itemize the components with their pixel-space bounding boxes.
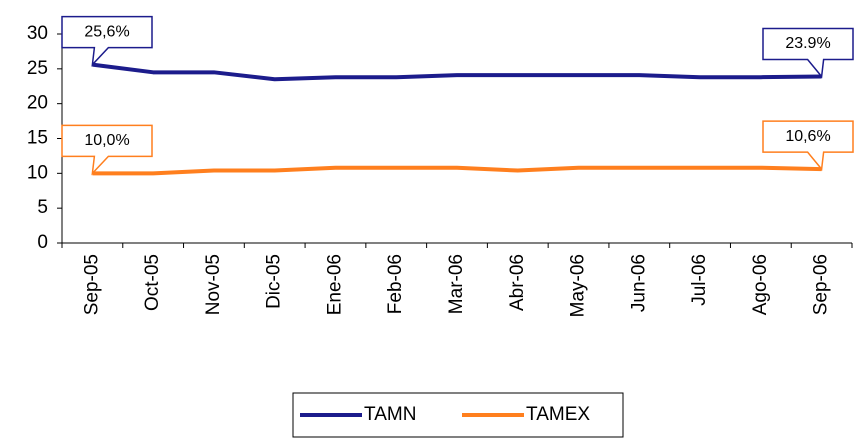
x-tick-label: Nov-05 <box>203 254 224 315</box>
y-tick-label: 0 <box>37 232 48 253</box>
x-tick-label: Sep-06 <box>811 254 832 315</box>
callout <box>61 15 153 67</box>
data-label: 23.9% <box>785 35 830 52</box>
data-label: 25,6% <box>84 23 129 40</box>
x-tick-label: Jun-06 <box>628 254 649 312</box>
y-tick-label: 5 <box>37 197 48 218</box>
y-tick-label: 15 <box>27 128 48 149</box>
x-tick-label: Mar-06 <box>446 254 467 314</box>
data-label: 10,6% <box>785 128 830 145</box>
x-tick-label: Ene-06 <box>324 254 345 315</box>
callout <box>61 124 153 176</box>
data-label: 10,0% <box>84 132 129 149</box>
legend-label: TAMN <box>364 404 416 425</box>
x-tick-label: Jul-06 <box>689 254 710 306</box>
y-tick-label: 10 <box>27 162 48 183</box>
data-line <box>92 165 822 176</box>
x-tick-label: Dic-05 <box>264 254 285 309</box>
y-tick-label: 20 <box>27 93 48 114</box>
callout <box>762 120 854 171</box>
data-line <box>92 62 822 82</box>
x-tick-label: Sep-05 <box>81 254 102 315</box>
y-tick-label: 30 <box>27 23 48 44</box>
callout <box>762 27 854 79</box>
x-tick-label: Feb-06 <box>385 254 406 314</box>
y-tick-label: 25 <box>27 58 48 79</box>
legend-label: TAMEX <box>526 404 590 425</box>
x-tick-label: Oct-05 <box>142 254 163 311</box>
x-tick-label: Abr-06 <box>507 254 528 311</box>
x-tick-label: May-06 <box>568 254 589 317</box>
x-tick-label: Ago-06 <box>750 254 771 315</box>
